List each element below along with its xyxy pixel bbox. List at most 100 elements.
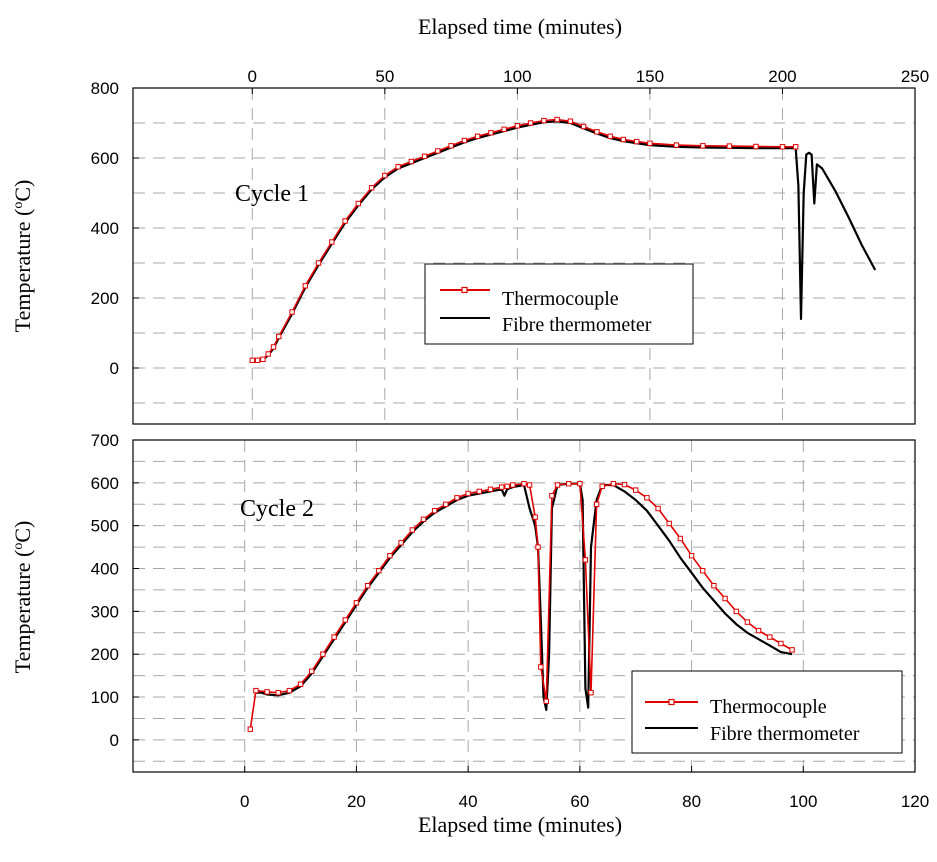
cycle2-thermocouple-point	[688, 553, 695, 559]
cycle2-thermocouple-point	[510, 482, 516, 488]
cycle1-thermocouple-point	[634, 138, 640, 145]
cycle2-y-tick-label: 600	[91, 474, 119, 493]
cycle2-x-tick-label: 120	[901, 792, 929, 811]
cycle1-y-tick-label: 200	[91, 289, 119, 308]
cycle2-thermocouple-point	[744, 619, 751, 625]
cycle2-thermocouple-point	[588, 690, 594, 696]
cycle2-legend: Thermocouple Fibre thermometer	[631, 670, 903, 754]
cycle2-thermocouple-point	[767, 634, 773, 640]
cycle1-y-tick-label: 800	[91, 79, 119, 98]
cycle1-annotation: Cycle 1	[235, 181, 309, 207]
cycle2-x-tick-label: 20	[347, 792, 366, 811]
cycle1-thermocouple-point	[793, 144, 799, 150]
cycle1-thermocouple-point	[673, 142, 680, 148]
cycle1-thermocouple-point	[501, 126, 507, 132]
cycle2-thermocouple-point	[420, 516, 427, 522]
cycle2-x-tick-label: 80	[682, 792, 701, 811]
cycle2-thermocouple-point	[593, 501, 600, 508]
cycle2-thermocouple-point	[733, 608, 739, 615]
cycle2-panel: 0 20 40 60 80 100 120 0 100 200 300 400 500 600 700 Cy…	[10, 431, 929, 811]
cycle1-thermocouple-point	[527, 120, 534, 126]
cycle2-thermocouple-point	[331, 634, 337, 640]
cycle1-thermocouple-point	[355, 200, 362, 207]
cycle1-thermocouple-point	[368, 185, 375, 191]
cycle2-thermocouple-point	[376, 568, 382, 574]
cycle2-legend-fibre-label: Fibre thermometer	[710, 723, 860, 745]
cycle2-thermocouple-point	[577, 481, 583, 487]
cycle1-thermocouple-point	[315, 260, 322, 266]
cycle2-thermocouple-point	[655, 505, 661, 512]
cycle1-panel: 0 50 100 150 200 250 0 200 400 600 800 Cycle 1 Tem…	[10, 67, 930, 425]
cycle1-thermocouple-point	[474, 133, 481, 140]
cycle2-y-tick-label: 100	[91, 688, 119, 707]
cycle2-legend-box	[631, 670, 903, 754]
cycle2-thermocouple-point	[621, 481, 628, 488]
cycle1-grid	[133, 88, 915, 424]
cycle1-legend: Thermocouple Fibre thermometer	[424, 263, 694, 345]
cycle1-x-tick-label: 0	[248, 67, 257, 86]
cycle2-thermocouple-point	[443, 501, 449, 508]
cycle1-thermocouple-point	[554, 116, 560, 123]
cycle1-thermocouple-point	[580, 123, 587, 130]
cycle2-series	[247, 481, 795, 732]
cycle2-thermocouple-point	[644, 495, 650, 501]
cycle1-thermocouple-point	[461, 137, 468, 144]
cycle1-thermocouple-point	[270, 344, 277, 350]
cycle1-thermocouple-point	[254, 357, 261, 364]
cycle2-thermocouple-point	[487, 486, 494, 493]
cycle2-thermocouple-point	[566, 481, 572, 487]
cycle1-thermocouple-point	[260, 356, 266, 363]
cycle1-thermocouple-point	[753, 143, 759, 150]
cycle2-thermocouple-point	[535, 544, 541, 550]
cycle1-x-tick-label: 150	[636, 67, 664, 86]
cycle2-thermocouple-point	[364, 583, 371, 589]
cycle1-thermocouple-point	[779, 144, 786, 150]
cycle2-thermocouple-point	[342, 617, 349, 623]
cycle1-axis-ticks: 0 50 100 150 200 250 0 200 400 600 800	[91, 67, 930, 378]
cycle1-legend-fibre-label: Fibre thermometer	[502, 314, 652, 336]
cycle1-thermocouple-point	[342, 218, 348, 224]
cycle2-thermocouple-point	[353, 600, 360, 606]
cycle2-thermocouple-point	[677, 535, 684, 542]
cycle1-thermocouple-point	[408, 158, 415, 165]
cycle2-y-tick-label: 700	[91, 431, 119, 450]
cycle2-grid	[133, 440, 915, 772]
cycle2-thermocouple-point	[633, 487, 639, 493]
cycle1-legend-thermocouple-label: Thermocouple	[502, 288, 619, 310]
cycle2-thermocouple-point	[610, 481, 617, 487]
cycle2-x-tick-label: 60	[570, 792, 589, 811]
cycle2-thermocouple-point	[554, 482, 561, 488]
cycle1-thermocouple-point	[249, 357, 256, 364]
cycle2-x-tick-label: 40	[459, 792, 478, 811]
cycle2-thermocouple-point	[778, 640, 784, 647]
cycle1-thermocouple-point	[329, 239, 335, 245]
cycle2-thermocouple-point	[599, 483, 605, 490]
cycle1-thermocouple-line	[252, 118, 796, 362]
cycle2-thermocouple-point	[431, 508, 438, 514]
cycle2-annotation: Cycle 2	[240, 496, 314, 522]
cycle2-y-tick-label: 400	[91, 560, 119, 579]
cycle2-thermocouple-point	[409, 527, 416, 533]
cycle2-thermocouple-point	[264, 689, 270, 695]
cycle1-thermocouple-point	[567, 118, 574, 124]
cycle2-y-axis-label: Temperature (oC)	[10, 521, 35, 674]
cycle2-legend-thermocouple-label: Thermocouple	[710, 696, 827, 718]
cycle1-x-tick-label: 50	[375, 67, 394, 86]
cycle1-thermocouple-point	[541, 117, 547, 124]
cycle1-thermocouple-point	[514, 123, 521, 129]
cycle2-thermocouple-point	[700, 568, 706, 574]
cycle1-y-axis-label: Temperature (oC)	[10, 180, 35, 333]
cycle1-thermocouple-point	[620, 136, 627, 143]
cycle2-thermocouple-point	[454, 495, 460, 501]
cycle2-thermocouple-point	[476, 488, 483, 495]
cycle2-thermocouple-point	[387, 553, 393, 559]
cycle1-y-tick-label: 400	[91, 219, 119, 238]
cycle1-x-tick-label: 100	[503, 67, 531, 86]
cycle2-thermocouple-point	[297, 681, 304, 687]
cycle1-y-tick-label: 0	[110, 359, 119, 378]
cycle2-thermocouple-point	[538, 664, 544, 670]
cycle2-thermocouple-point	[526, 482, 533, 488]
cycle1-x-tick-label: 250	[901, 67, 929, 86]
cycle1-thermocouple-point	[302, 283, 309, 289]
